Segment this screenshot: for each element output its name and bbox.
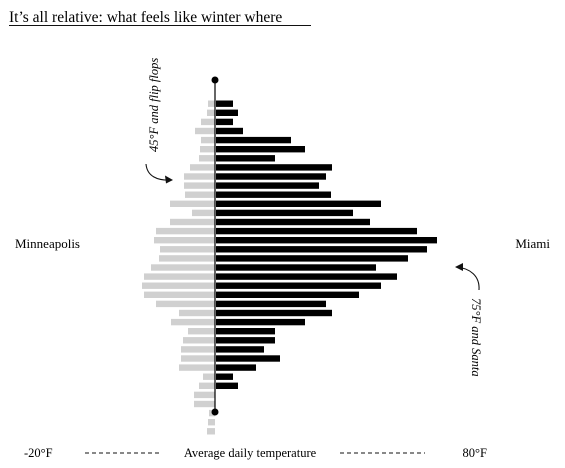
minneapolis-bar bbox=[207, 109, 215, 116]
series-label-miami: Miami bbox=[515, 236, 550, 251]
miami-bar bbox=[216, 200, 381, 207]
miami-bar bbox=[216, 300, 326, 308]
annotation-top-arrowhead bbox=[165, 175, 173, 184]
minneapolis-bar bbox=[208, 100, 215, 107]
miami-bar bbox=[216, 382, 238, 389]
miami-bar bbox=[216, 291, 359, 298]
minneapolis-bar bbox=[159, 255, 215, 262]
miami-bar bbox=[216, 218, 370, 226]
miami-bar bbox=[216, 309, 332, 317]
minneapolis-bar bbox=[181, 355, 215, 362]
annotation-top-text: 45°F and flip flops bbox=[147, 58, 161, 152]
axis-right-label: 80°F bbox=[463, 446, 487, 460]
annotation-bottom: 75°F and Santa bbox=[455, 263, 483, 377]
miami-bar bbox=[216, 182, 319, 189]
minneapolis-bar bbox=[199, 382, 215, 389]
axis-bottom-dot bbox=[211, 408, 219, 416]
miami-bar bbox=[216, 227, 417, 235]
right-bars bbox=[216, 100, 437, 389]
minneapolis-bar bbox=[201, 118, 215, 126]
minneapolis-bar bbox=[201, 136, 215, 144]
miami-bar bbox=[216, 209, 353, 217]
minneapolis-bar bbox=[142, 282, 215, 289]
axis-center-label: Average daily temperature bbox=[184, 446, 317, 460]
annotation-bottom-arrowhead bbox=[455, 263, 463, 271]
minneapolis-bar bbox=[171, 318, 215, 326]
minneapolis-bar bbox=[207, 428, 215, 435]
miami-bar bbox=[216, 164, 332, 171]
minneapolis-bar bbox=[192, 209, 215, 217]
axis-left-label: -20°F bbox=[24, 446, 53, 460]
annotation-bottom-arrow bbox=[455, 266, 480, 291]
miami-bar bbox=[216, 191, 331, 198]
minneapolis-bar bbox=[181, 346, 215, 353]
miami-bar bbox=[216, 173, 326, 180]
miami-bar bbox=[216, 282, 381, 289]
minneapolis-bar bbox=[160, 246, 215, 253]
miami-bar bbox=[216, 109, 238, 116]
miami-bar bbox=[216, 318, 305, 326]
minneapolis-bar bbox=[170, 218, 215, 226]
minneapolis-bar bbox=[190, 164, 215, 171]
minneapolis-bar bbox=[184, 182, 215, 189]
minneapolis-bar bbox=[184, 173, 215, 180]
miami-bar bbox=[216, 146, 305, 153]
minneapolis-bar bbox=[170, 200, 215, 207]
miami-bar bbox=[216, 255, 408, 262]
minneapolis-bar bbox=[151, 264, 215, 271]
miami-bar bbox=[216, 373, 233, 380]
miami-bar bbox=[216, 246, 427, 253]
minneapolis-bar bbox=[156, 227, 215, 235]
minneapolis-bar bbox=[156, 300, 215, 308]
annotation-bottom-text: 75°F and Santa bbox=[469, 298, 483, 377]
miami-bar bbox=[216, 127, 243, 135]
minneapolis-bar bbox=[179, 309, 215, 317]
minneapolis-bar bbox=[195, 127, 215, 135]
miami-bar bbox=[216, 355, 280, 362]
minneapolis-bar bbox=[200, 146, 215, 153]
miami-bar bbox=[216, 155, 275, 162]
miami-bar bbox=[216, 237, 437, 244]
series-label-minneapolis: Minneapolis bbox=[15, 236, 80, 251]
minneapolis-bar bbox=[144, 291, 215, 298]
annotation-top: 45°F and flip flops bbox=[145, 58, 173, 184]
chart-title: It’s all relative: what feels like winte… bbox=[9, 9, 282, 26]
miami-bar bbox=[216, 118, 233, 126]
miami-bar bbox=[216, 100, 233, 107]
minneapolis-bar bbox=[183, 337, 215, 344]
minneapolis-bar bbox=[208, 419, 215, 426]
minneapolis-bar bbox=[188, 328, 215, 335]
minneapolis-bar bbox=[199, 155, 215, 162]
minneapolis-bar bbox=[144, 273, 215, 280]
minneapolis-bar bbox=[203, 373, 215, 380]
minneapolis-bar bbox=[185, 191, 215, 198]
minneapolis-bar bbox=[194, 400, 215, 408]
miami-bar bbox=[216, 364, 256, 371]
minneapolis-bar bbox=[194, 391, 215, 399]
miami-bar bbox=[216, 337, 275, 344]
miami-bar bbox=[216, 346, 264, 353]
miami-bar bbox=[216, 328, 275, 335]
miami-bar bbox=[216, 136, 291, 144]
miami-bar bbox=[216, 273, 397, 280]
minneapolis-bar bbox=[179, 364, 215, 371]
minneapolis-bar bbox=[154, 237, 215, 244]
axis-top-dot bbox=[211, 76, 219, 84]
miami-bar bbox=[216, 264, 376, 271]
